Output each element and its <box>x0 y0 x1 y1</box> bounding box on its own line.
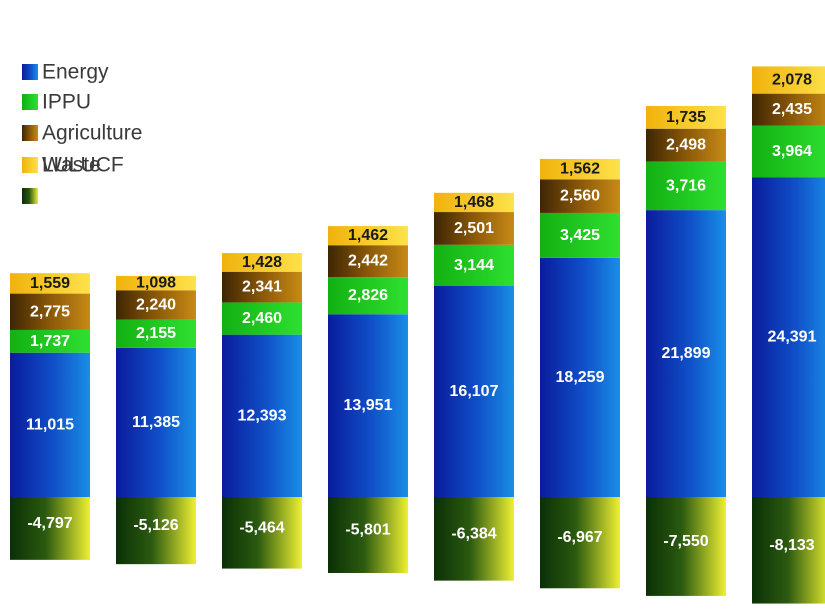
bar-waste-5 <box>434 192 514 213</box>
data-label-ippu-1: 1,737 <box>30 333 70 350</box>
bar-ippu-2 <box>116 319 196 348</box>
legend-label-waste: Waste <box>42 154 101 177</box>
data-label-ippu-6: 3,425 <box>560 227 600 244</box>
data-label-ippu-7: 3,716 <box>666 177 706 194</box>
data-label-energy-7: 21,899 <box>662 345 711 362</box>
data-label-waste-5: 1,468 <box>454 194 494 211</box>
data-label-ippu-8: 3,964 <box>772 143 812 160</box>
bar-waste-8 <box>752 66 825 94</box>
data-label-agriculture-4: 2,442 <box>348 253 388 270</box>
bar-energy-2 <box>116 347 196 497</box>
legend-label-energy: Energy <box>42 61 109 84</box>
bar-waste-2 <box>116 275 196 291</box>
bar-waste-6 <box>540 158 620 180</box>
data-label-ippu-5: 3,144 <box>454 257 494 274</box>
bar-energy-3 <box>222 334 302 497</box>
bar-lulucf-7 <box>646 497 726 596</box>
data-label-energy-8: 24,391 <box>768 329 817 346</box>
data-label-lulucf-8: -8,133 <box>769 537 814 554</box>
data-label-waste-3: 1,428 <box>242 254 282 271</box>
data-label-lulucf-1: -4,797 <box>27 515 72 532</box>
bar-lulucf-4 <box>328 497 408 573</box>
data-label-lulucf-5: -6,384 <box>451 525 496 542</box>
data-label-agriculture-5: 2,501 <box>454 220 494 237</box>
bar-energy-6 <box>540 257 620 497</box>
legend-swatch-waste <box>22 157 38 173</box>
bar-agriculture-7 <box>646 128 726 162</box>
bar-agriculture-8 <box>752 93 825 126</box>
bar-lulucf-8 <box>752 497 825 604</box>
data-label-energy-1: 11,015 <box>26 416 74 433</box>
legend-swatch-agriculture <box>22 125 38 141</box>
data-label-lulucf-4: -5,801 <box>345 521 390 538</box>
data-label-ippu-3: 2,460 <box>242 310 282 327</box>
legend-swatch-ippu <box>22 94 38 110</box>
bar-ippu-3 <box>222 302 302 335</box>
bar-ippu-7 <box>646 161 726 211</box>
bar-lulucf-6 <box>540 497 620 589</box>
segment-labels: 11,015 1,737 2,775 1,559 -4,797 11,385 2,155 2,… <box>26 72 817 554</box>
data-label-ippu-4: 2,826 <box>348 287 388 304</box>
data-label-waste-8: 2,078 <box>772 72 812 89</box>
bar-agriculture-4 <box>328 245 408 278</box>
bar-energy-4 <box>328 314 408 497</box>
bar-energy-1 <box>10 352 90 497</box>
data-label-waste-6: 1,562 <box>560 161 600 178</box>
legend-swatch-lulucf <box>22 188 38 204</box>
data-label-waste-7: 1,735 <box>666 109 706 126</box>
data-label-lulucf-7: -7,550 <box>663 533 708 550</box>
data-label-waste-1: 1,559 <box>30 275 70 292</box>
bar-ippu-8 <box>752 125 825 178</box>
bar-ippu-1 <box>10 329 90 353</box>
data-label-agriculture-7: 2,498 <box>666 137 706 154</box>
data-label-waste-2: 1,098 <box>136 275 176 292</box>
bar-agriculture-3 <box>222 271 302 303</box>
bar-ippu-5 <box>434 244 514 286</box>
bar-waste-3 <box>222 253 302 272</box>
bar-energy-5 <box>434 285 514 497</box>
data-label-agriculture-6: 2,560 <box>560 188 600 205</box>
bar-waste-1 <box>10 273 90 294</box>
legend-label-lulucf: LULUCF <box>42 154 124 177</box>
bar-lulucf-5 <box>434 497 514 581</box>
legend-label-agriculture: Agriculture <box>42 122 142 145</box>
bars <box>10 66 825 604</box>
bar-agriculture-5 <box>434 212 514 245</box>
legend-swatch-energy <box>22 64 38 80</box>
bar-agriculture-1 <box>10 293 90 330</box>
data-label-energy-5: 16,107 <box>450 383 499 400</box>
bar-lulucf-3 <box>222 497 302 569</box>
data-label-lulucf-2: -5,126 <box>133 517 178 534</box>
data-label-lulucf-3: -5,464 <box>239 519 284 536</box>
bar-waste-7 <box>646 105 726 129</box>
data-label-agriculture-8: 2,435 <box>772 101 812 118</box>
data-label-agriculture-1: 2,775 <box>30 303 70 320</box>
data-label-energy-4: 13,951 <box>344 397 393 414</box>
data-label-agriculture-3: 2,341 <box>242 279 282 296</box>
bar-energy-7 <box>646 210 726 497</box>
data-label-energy-2: 11,385 <box>132 414 180 431</box>
bar-ippu-4 <box>328 277 408 315</box>
data-label-energy-3: 12,393 <box>238 407 287 424</box>
bar-agriculture-2 <box>116 290 196 320</box>
bar-energy-8 <box>752 177 825 497</box>
bar-agriculture-6 <box>540 179 620 213</box>
data-label-waste-4: 1,462 <box>348 227 388 244</box>
bar-lulucf-1 <box>10 497 90 560</box>
bar-lulucf-2 <box>116 497 196 565</box>
data-label-ippu-2: 2,155 <box>136 325 176 342</box>
legend-label-ippu: IPPU <box>42 91 91 114</box>
bar-waste-4 <box>328 226 408 246</box>
data-label-energy-6: 18,259 <box>556 369 605 386</box>
data-label-lulucf-6: -6,967 <box>557 529 602 546</box>
bar-ippu-6 <box>540 212 620 258</box>
data-label-agriculture-2: 2,240 <box>136 296 176 313</box>
